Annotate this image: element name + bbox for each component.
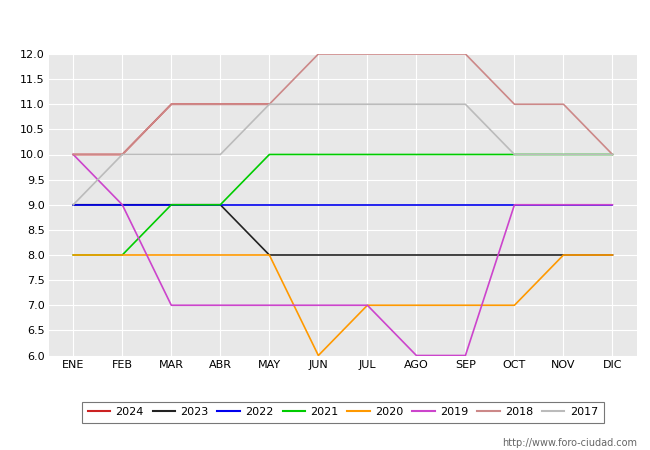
Text: Afiliados en Pozalmuro a 31/5/2024: Afiliados en Pozalmuro a 31/5/2024 bbox=[178, 10, 472, 28]
Legend: 2024, 2023, 2022, 2021, 2020, 2019, 2018, 2017: 2024, 2023, 2022, 2021, 2020, 2019, 2018… bbox=[82, 402, 604, 423]
Text: http://www.foro-ciudad.com: http://www.foro-ciudad.com bbox=[502, 438, 637, 448]
